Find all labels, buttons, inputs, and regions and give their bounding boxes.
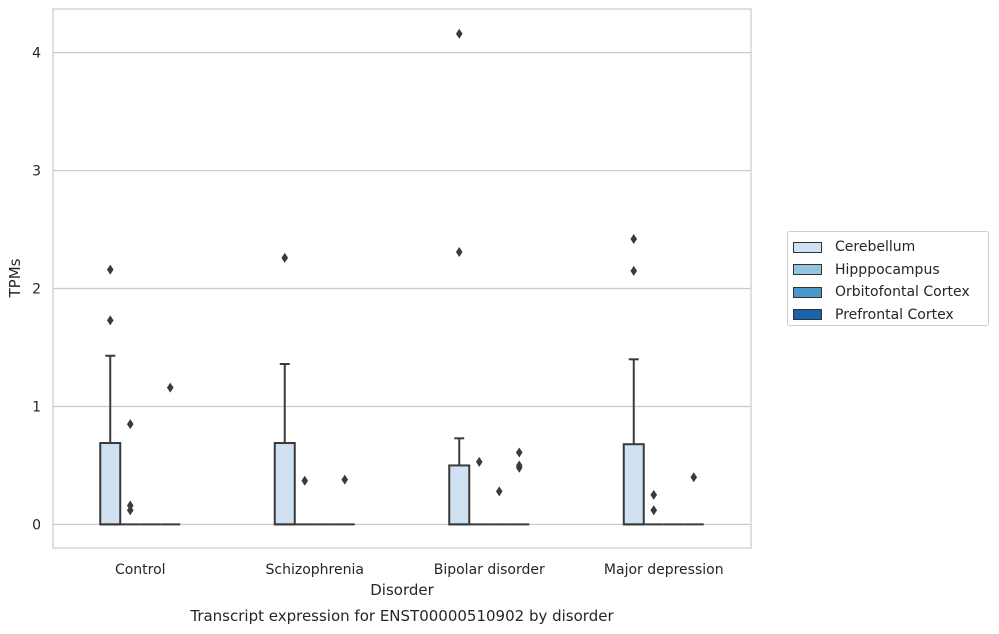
box-body <box>622 443 645 526</box>
legend-label: Cerebellum <box>835 239 916 256</box>
box-1-2 <box>469 456 490 526</box>
y-axis-label: TPMs <box>6 258 24 298</box>
outlier-point <box>515 447 523 458</box>
outlier-point <box>455 28 463 39</box>
x-tick-label: Schizophrenia <box>266 562 364 578</box>
x-tick-label: Major depression <box>604 562 724 578</box>
box-2-2 <box>489 486 510 526</box>
x-tick-label: Control <box>115 562 166 578</box>
outlier-point <box>650 505 658 516</box>
legend-swatch <box>793 286 822 298</box>
legend-swatch <box>793 241 822 253</box>
outlier-point <box>106 264 114 275</box>
outlier-point <box>301 475 309 486</box>
legend-swatch <box>793 309 822 321</box>
outlier-point <box>281 252 289 263</box>
outlier-point <box>495 486 503 497</box>
outlier-point <box>690 472 698 483</box>
x-tick-label: Bipolar disorder <box>434 562 545 578</box>
y-tick-label: 0 <box>32 517 41 533</box>
outlier-point <box>126 500 134 511</box>
outlier-point <box>475 456 483 467</box>
outlier-point <box>515 460 523 471</box>
outlier-point <box>106 315 114 326</box>
y-tick-label: 4 <box>32 46 41 62</box>
legend-item-hippocampus: Hipppocampus <box>793 259 988 282</box>
box-body <box>273 442 296 526</box>
grid-lines <box>53 52 751 526</box>
box-1-0 <box>120 419 141 526</box>
legend-label: Orbitofontal Cortex <box>835 284 970 301</box>
box-3-1 <box>334 474 355 526</box>
legend: Cerebellum Hipppocampus Orbitofontal Cor… <box>787 231 989 326</box>
box-0-1 <box>273 252 296 526</box>
plot-frame <box>52 8 752 549</box>
y-tick-label: 3 <box>32 164 41 180</box>
outlier-point <box>126 419 134 430</box>
outlier-point <box>166 382 174 393</box>
legend-swatch <box>793 264 822 276</box>
x-tick-labels: Control Schizophrenia Bipolar disorder Majo… <box>115 562 724 578</box>
x-axis-label: Disorder <box>370 581 434 599</box>
legend-item-prefrontal-cortex: Prefrontal Cortex <box>793 304 988 327</box>
y-tick-labels: 0 1 2 3 4 <box>32 46 41 534</box>
box-0-2 <box>448 28 471 526</box>
outlier-point <box>650 489 658 500</box>
legend-item-orbitofrontal-cortex: Orbitofontal Cortex <box>793 281 988 304</box>
box-3-2 <box>509 447 530 526</box>
box-0-0 <box>99 264 122 526</box>
box-body <box>448 464 471 526</box>
outlier-point <box>630 265 638 276</box>
y-tick-label: 2 <box>32 282 41 298</box>
outlier-point <box>630 233 638 244</box>
chart-title: Transcript expression for ENST0000051090… <box>189 607 614 625</box>
y-tick-label: 1 <box>32 399 41 415</box>
box-3-3 <box>683 472 704 526</box>
outlier-point <box>341 474 349 485</box>
box-0-3 <box>622 233 645 526</box>
box-3-0 <box>160 382 181 526</box>
boxes <box>99 28 704 526</box>
legend-label: Hipppocampus <box>835 261 940 278</box>
outlier-point <box>455 246 463 257</box>
box-body <box>99 442 122 526</box>
legend-label: Prefrontal Cortex <box>835 306 954 323</box>
box-1-1 <box>294 475 315 526</box>
box-1-3 <box>643 489 664 526</box>
legend-item-cerebellum: Cerebellum <box>793 236 988 259</box>
